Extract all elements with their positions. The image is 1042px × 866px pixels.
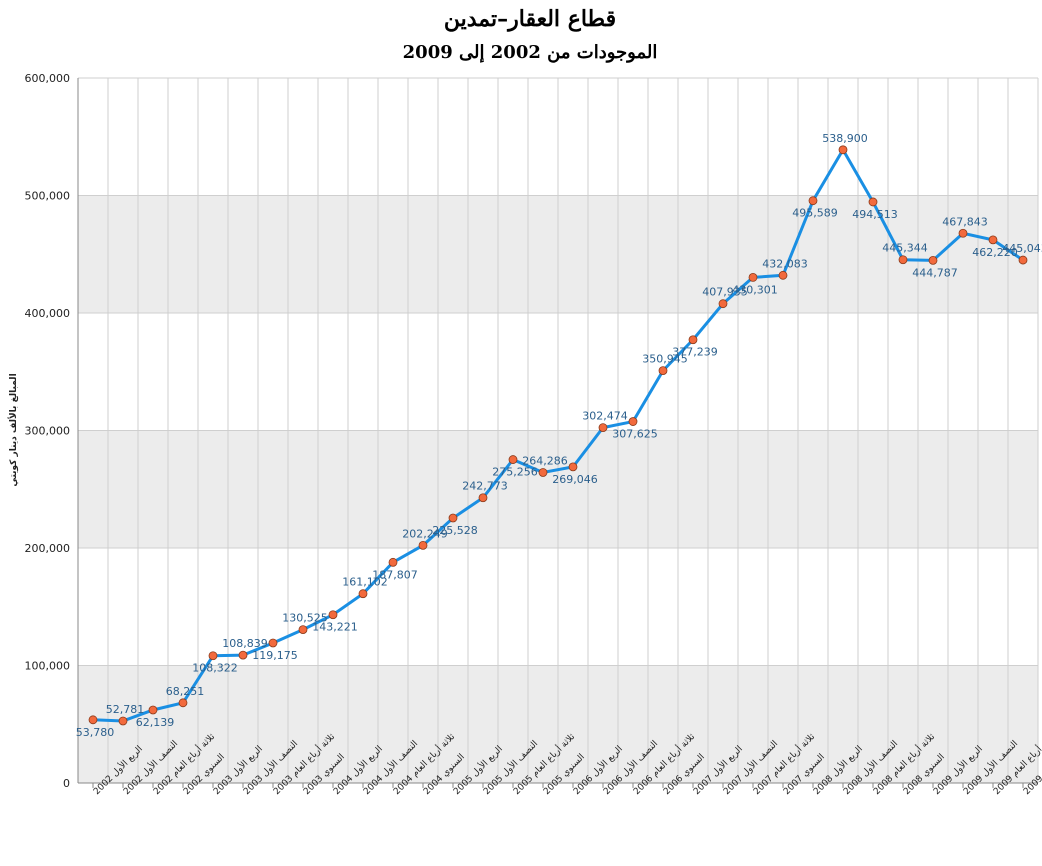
data-label: 108,839 — [222, 637, 268, 650]
data-label: 143,221 — [312, 621, 358, 634]
y-tick-label: 400,000 — [25, 307, 71, 320]
data-label: 430,301 — [732, 283, 778, 296]
point — [808, 196, 818, 206]
data-label: 269,046 — [552, 473, 598, 486]
point — [628, 417, 638, 426]
data-label: 350,945 — [642, 353, 688, 366]
data-label: 225,528 — [432, 524, 478, 537]
point — [838, 145, 848, 155]
point — [508, 455, 518, 464]
data-label: 444,787 — [912, 266, 958, 279]
y-tick-label: 0 — [63, 777, 70, 790]
point — [358, 589, 368, 599]
point — [778, 270, 788, 280]
point — [478, 493, 488, 503]
data-label: 130,525 — [282, 612, 328, 625]
point — [208, 651, 218, 661]
chart-title: قطاع العقار–تمدين — [444, 6, 616, 32]
data-label: 52,781 — [106, 703, 145, 716]
point — [388, 557, 398, 567]
point — [448, 513, 458, 523]
data-label: 202,249 — [402, 527, 448, 540]
data-label: 495,589 — [792, 207, 838, 220]
y-tick-label: 600,000 — [25, 72, 71, 85]
data-label: 53,780 — [76, 726, 115, 739]
data-label: 467,843 — [942, 215, 988, 228]
data-label: 307,625 — [612, 428, 658, 441]
point — [748, 272, 758, 282]
y-tick-label: 100,000 — [25, 660, 71, 673]
line — [92, 146, 1024, 723]
data-label: 462,220 — [972, 246, 1018, 259]
y-tick-label: 500,000 — [25, 190, 71, 203]
y-axis-title: المبالغ بالألف دينار كويتي — [7, 373, 19, 486]
point — [658, 366, 668, 376]
point — [88, 715, 98, 725]
data-label: 275,256 — [492, 466, 538, 479]
data-label: 538,900 — [822, 132, 868, 145]
data-label: 161,102 — [342, 576, 388, 589]
data-label: 242,773 — [462, 480, 508, 493]
data-label: 119,175 — [252, 649, 298, 662]
data-label: 264,286 — [522, 454, 568, 467]
point — [118, 716, 128, 726]
point — [928, 255, 938, 265]
point — [178, 698, 188, 708]
data-label: 445,043 — [1002, 242, 1042, 255]
data-label: 445,344 — [882, 242, 928, 255]
point — [688, 335, 698, 345]
data-label: 302,474 — [582, 410, 628, 423]
point — [598, 423, 608, 432]
point — [328, 610, 338, 620]
data-label: 62,139 — [136, 716, 175, 729]
point — [538, 468, 548, 477]
point — [718, 299, 728, 309]
point — [418, 540, 428, 550]
point — [298, 625, 308, 635]
data-label: 108,322 — [192, 662, 238, 675]
point — [898, 255, 908, 265]
point — [868, 197, 878, 207]
data-label: 407,935 — [702, 286, 748, 299]
point — [1018, 255, 1028, 265]
point — [268, 638, 278, 648]
data-label: 68,251 — [166, 685, 205, 698]
point — [148, 705, 158, 715]
data-label: 432,083 — [762, 257, 808, 270]
point — [238, 650, 248, 660]
data-label: 187,807 — [372, 568, 418, 581]
point — [568, 462, 578, 472]
chart-subtitle: الموجودات من 2002 إلى 2009 — [403, 42, 658, 63]
data-label: 494,513 — [852, 208, 898, 221]
point — [958, 228, 968, 238]
data-label: 377,239 — [672, 346, 718, 359]
y-tick-label: 300,000 — [25, 425, 71, 438]
point — [988, 235, 998, 245]
y-tick-label: 200,000 — [25, 542, 71, 555]
